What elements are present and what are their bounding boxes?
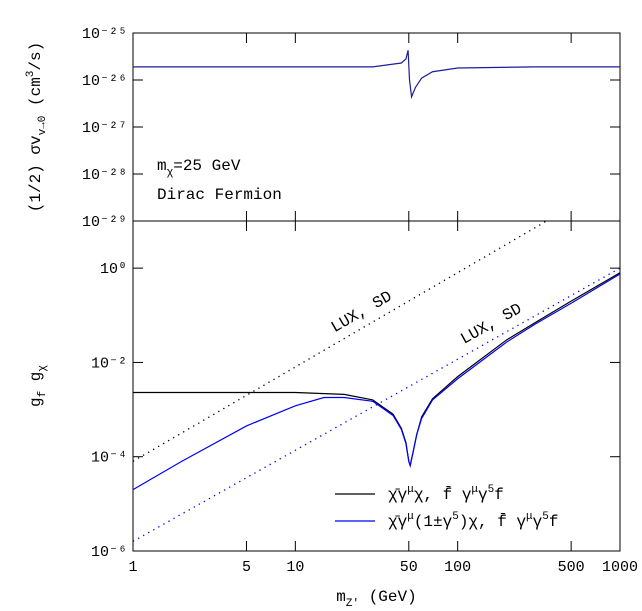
y-axis-label: (1/2) σvv→0 (cm3/s) [25,42,49,212]
y-tick-label: 10⁻²⁸ [82,167,127,184]
y-tick-label: 10⁻²⁶ [82,73,127,90]
text-part: μ [526,511,533,523]
annotation: Dirac Fermion [157,186,282,204]
text-part: f [37,391,49,398]
text-part: m [157,157,167,175]
y-tick-label: 10⁻⁶ [91,544,127,561]
x-tick-label: 1 [128,559,137,576]
text-part: χ̄γ [388,486,408,504]
y-tick-label: 10⁻²⁹ [82,214,127,231]
text-part: f [494,486,504,504]
y-tick-label: 10⁰ [100,261,127,278]
limit-line [132,220,547,462]
y-tick-label: 10⁻²⁵ [82,26,127,43]
bottom-frame [132,220,621,552]
text-part: μ [471,484,478,496]
text-part: Dirac Fermion [157,186,282,204]
text-part: 5 [488,484,495,496]
legend-label: χ̄γμ(1±γ5)χ, f̄ γμγ5f [388,511,558,531]
text-part: )χ, f̄ γ [459,512,527,531]
legend-label: χ̄γμχ, f̄ γμγ5f [388,484,504,504]
text-part: μ [407,511,414,523]
text-part: χ [37,365,49,372]
data-line [133,50,620,100]
text-part: /s) [27,42,45,71]
limit-label: LUX, SD [328,288,395,337]
text-part: χ, f̄ γ [414,485,472,504]
text-part: χ [167,167,174,179]
y-tick-label: 10⁻²⁷ [82,120,127,137]
x-tick-label: 500 [558,559,585,576]
text-part: v→0 [37,116,49,136]
limit-label: LUX, SD [458,300,525,349]
text-part: g [27,372,45,391]
text-part: (1/2) σv [27,135,45,212]
text-part: =25 GeV [173,157,241,175]
x-tick-label: 10 [286,559,304,576]
x-tick-label: 50 [400,559,418,576]
x-tick-label: 100 [444,559,471,576]
data-line [132,273,621,491]
text-part: g [27,397,45,407]
limit-line [132,267,621,542]
text-part: m [336,588,346,606]
x-axis-label: mZ' (GeV) [336,588,416,610]
text-part: f [549,513,559,531]
text-part: 3 [25,71,37,78]
y-tick-label: 10⁻⁴ [91,450,127,467]
text-part: Z' [346,598,359,610]
x-tick-label: 1000 [602,559,638,576]
text-part: γ [478,486,488,504]
text-part: 5 [452,511,459,523]
text-part: (cm [27,77,45,115]
text-part: χ̄γ [388,513,408,531]
y-axis-label: gf gχ [27,365,49,407]
text-part: μ [407,484,414,496]
text-part: (GeV) [359,588,417,606]
annotation: mχ=25 GeV [157,157,241,179]
text-part: (1±γ [414,513,453,531]
x-tick-label: 5 [242,559,251,576]
text-part: 5 [542,511,549,523]
text-part: γ [533,513,543,531]
y-tick-label: 10⁻² [91,355,127,372]
